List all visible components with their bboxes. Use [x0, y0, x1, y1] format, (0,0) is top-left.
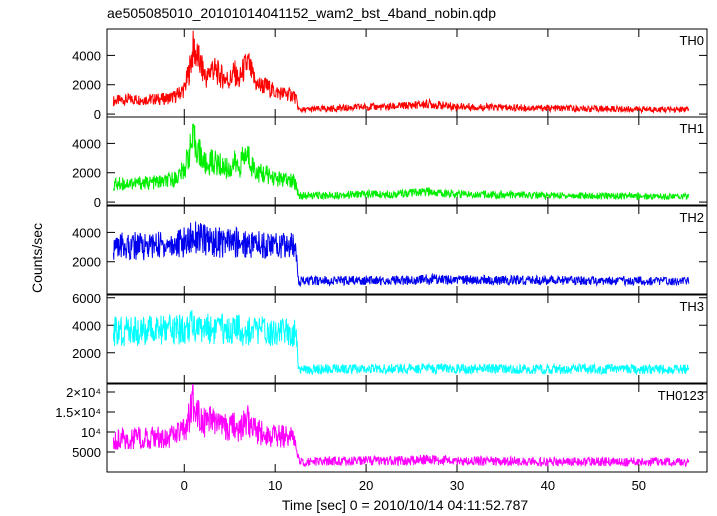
y-tick-label: 4000	[72, 136, 101, 151]
panel-label: TH0123	[658, 388, 704, 403]
series-line-th1	[112, 122, 690, 201]
y-tick-label: 6000	[72, 291, 101, 306]
panel-th0123: 5000 10⁴ 1.5×10⁴ 2×10⁴ 0 10 20 30 40 50 TH0123	[55, 383, 708, 493]
y-tick-label: 4000	[72, 225, 101, 240]
panel-label: TH1	[679, 121, 704, 136]
y-tick-label: 4000	[72, 48, 101, 63]
panel-frame	[106, 294, 708, 384]
series-line-th3	[112, 310, 690, 376]
y-tick-label: 2000	[72, 166, 101, 181]
panel-frame	[106, 205, 708, 295]
chart-title: ae505085010_20101014041152_wam2_bst_4ban…	[107, 5, 496, 21]
panel-th2: 2000 4000 TH2	[72, 205, 708, 295]
y-tick-label: 0	[94, 195, 101, 210]
y-tick-label: 10⁴	[81, 425, 101, 440]
y-tick-label: 2000	[72, 255, 101, 270]
panel-th3: 2000 4000 6000 TH3	[72, 291, 708, 384]
panel-th0: 0 2000 4000 TH0	[72, 28, 708, 122]
y-tick-label: 2000	[72, 346, 101, 361]
y-tick-label: 0	[94, 107, 101, 122]
panel-frame	[106, 116, 708, 206]
y-tick-label: 5000	[72, 445, 101, 460]
x-tick-label: 30	[450, 478, 464, 493]
series-line-th2	[112, 221, 690, 288]
y-tick-label: 2000	[72, 78, 101, 93]
panel-label: TH3	[679, 299, 704, 314]
x-tick-label: 40	[541, 478, 555, 493]
x-axis-title: Time [sec] 0 = 2010/10/14 04:11:52.787	[282, 497, 529, 513]
panels-group: 0 2000 4000 TH0 0 2000 4000 TH1 2000 4000 TH2 2000 4…	[55, 28, 708, 493]
panel-label: TH2	[679, 210, 704, 225]
panel-th1: 0 2000 4000 TH1	[72, 116, 708, 210]
panel-frame	[106, 383, 708, 473]
x-tick-label: 0	[181, 478, 188, 493]
panel-label: TH0	[679, 33, 704, 48]
series-line-th0	[112, 30, 690, 115]
series-line-th0123	[112, 383, 690, 468]
x-tick-label: 10	[268, 478, 282, 493]
y-tick-label: 2×10⁴	[66, 385, 101, 400]
y-tick-label: 1.5×10⁴	[55, 405, 101, 420]
y-axis-title: Counts/sec	[29, 223, 45, 293]
y-tick-label: 4000	[72, 318, 101, 333]
x-tick-label: 20	[359, 478, 373, 493]
x-tick-label: 50	[632, 478, 646, 493]
